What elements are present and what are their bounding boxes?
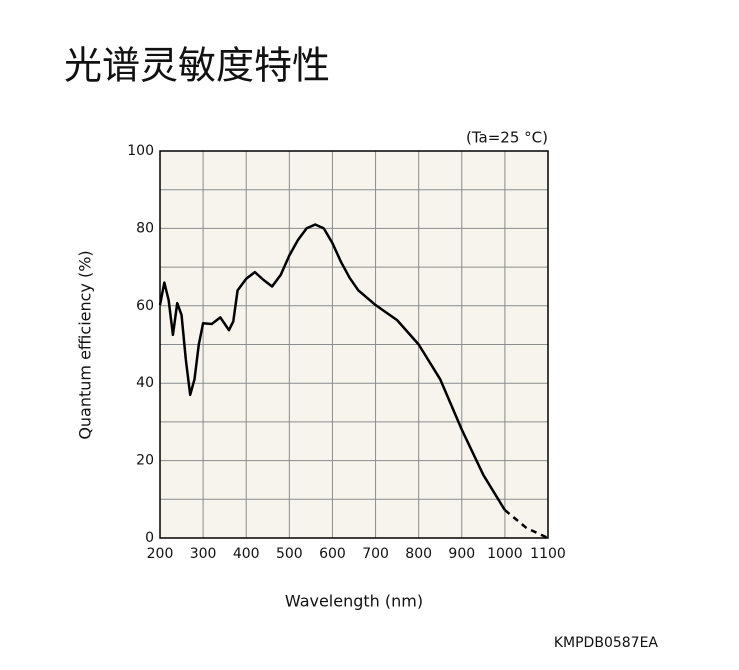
plot-frame	[159, 150, 549, 539]
x-tick-label: 1000	[487, 546, 523, 562]
y-tick-label: 0	[145, 530, 154, 546]
x-tick-label: 900	[448, 546, 475, 562]
annotation: (Ta=25 °C)	[466, 129, 548, 147]
y-tick-label: 20	[136, 453, 154, 469]
x-axis-label: Wavelength (nm)	[285, 592, 423, 611]
x-tick-label: 400	[233, 546, 260, 562]
data-line	[158, 223, 506, 511]
x-tick-label: 1100	[530, 546, 566, 562]
y-tick-label: 80	[136, 220, 154, 236]
x-tick-label: 600	[319, 546, 346, 562]
y-axis-label: Quantum efficiency (%)	[76, 250, 95, 439]
chart-title: 光谱灵敏度特性	[64, 44, 330, 88]
y-tick-label: 40	[136, 375, 154, 391]
x-tick-label: 200	[147, 546, 174, 562]
x-tick-label: 500	[276, 546, 303, 562]
x-tick-label: 300	[190, 546, 217, 562]
y-tick-label: 60	[136, 298, 154, 314]
figure-code: KMPDB0587EA	[554, 635, 659, 651]
x-tick-label: 700	[362, 546, 389, 562]
data-line-dashed	[504, 509, 549, 540]
x-tick-label: 800	[405, 546, 432, 562]
y-tick-label: 100	[127, 143, 154, 159]
